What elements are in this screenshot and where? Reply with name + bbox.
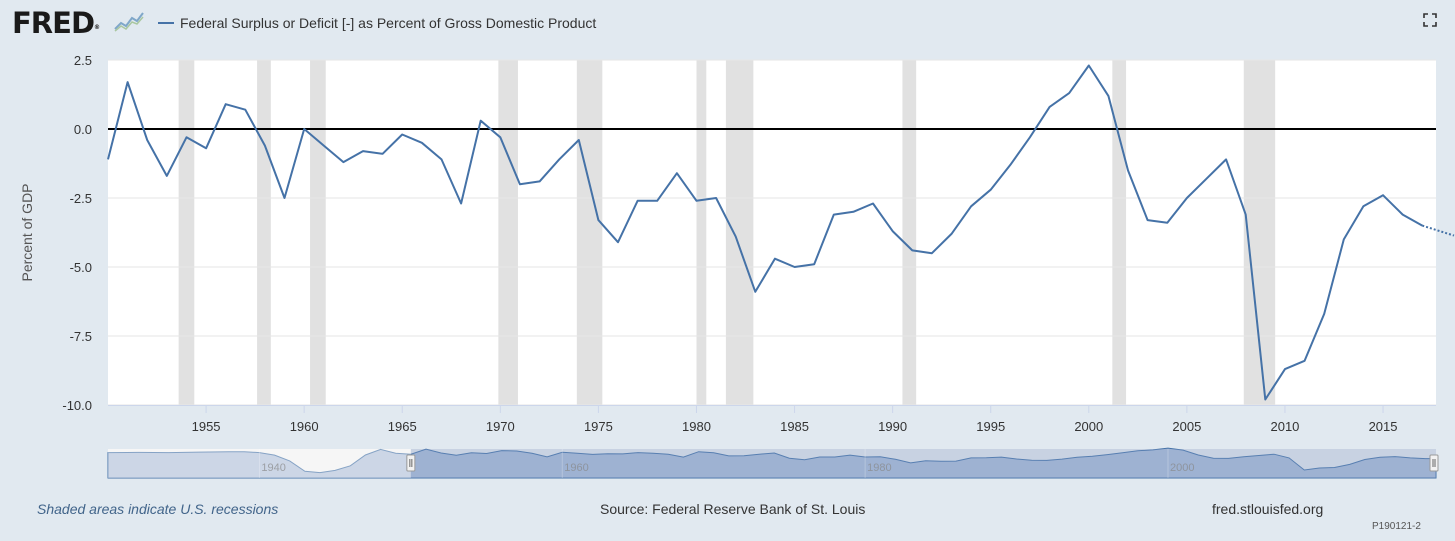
y-axis-label: Percent of GDP (19, 183, 35, 281)
legend-series-label: Federal Surplus or Deficit [-] as Percen… (180, 15, 597, 31)
x-tick-label: 1995 (976, 419, 1005, 434)
recession-bands (178, 60, 1276, 405)
chart-header: FRED® Federal Surplus or Deficit [-] as … (0, 0, 1455, 46)
recession-band (310, 60, 326, 405)
recession-band (178, 60, 195, 405)
series-line[interactable] (107, 64, 1423, 401)
y-tick-label: 2.5 (74, 53, 92, 68)
navigator-tick-label: 1940 (261, 462, 285, 474)
series-extension (1421, 224, 1455, 237)
x-tick-label: 2000 (1074, 419, 1103, 434)
legend-swatch (158, 22, 174, 24)
x-tick-label: 1985 (780, 419, 809, 434)
recession-note: Shaded areas indicate U.S. recessions (37, 501, 279, 517)
x-tick-label: 2010 (1270, 419, 1299, 434)
fullscreen-icon[interactable] (1422, 12, 1438, 28)
x-tick-label: 1955 (192, 419, 221, 434)
recession-band (1112, 60, 1127, 405)
recession-band (576, 60, 603, 405)
x-tick-label: 1975 (584, 419, 613, 434)
y-tick-label: -7.5 (70, 329, 92, 344)
plot-background (108, 60, 1436, 405)
x-axis-ticks: 1955 1960 1965 1970 1975 1980 1985 1990 1995 2000… (108, 405, 1436, 434)
navigator-mask (108, 449, 411, 478)
fred-logo[interactable]: FRED® (12, 6, 100, 40)
y-tick-label: 0.0 (74, 122, 92, 137)
y-axis-ticks: 2.5 0.0 -2.5 -5.0 -7.5 -10.0 (62, 53, 92, 413)
chart-code: P190121-2 (1372, 521, 1421, 532)
recession-band (257, 60, 271, 405)
navigator-series (107, 447, 1437, 479)
navigator-tick-label: 1980 (867, 462, 891, 474)
registered-mark: ® (94, 24, 100, 31)
x-tick-label: 1960 (290, 419, 319, 434)
site-link[interactable]: fred.stlouisfed.org (1212, 501, 1324, 517)
navigator-selection[interactable] (410, 449, 1437, 478)
navigator-tick-label: 2000 (1170, 462, 1194, 474)
recession-band (696, 60, 707, 405)
recession-band (902, 60, 917, 405)
navigator-tick-label: 1960 (564, 462, 588, 474)
y-tick-label: -10.0 (62, 398, 92, 413)
y-tick-label: -5.0 (70, 260, 92, 275)
y-tick-label: -2.5 (70, 191, 92, 206)
x-tick-label: 1970 (486, 419, 515, 434)
range-navigator[interactable]: 1940 1960 1980 2000 (107, 447, 1439, 479)
x-tick-label: 1980 (682, 419, 711, 434)
x-tick-label: 2015 (1369, 419, 1398, 434)
line-chart: 2.5 0.0 -2.5 -5.0 -7.5 -10.0 1955 1960 1965 1970… (19, 53, 1455, 479)
x-tick-label: 2005 (1172, 419, 1201, 434)
navigator-handle[interactable] (1429, 454, 1439, 472)
recession-band (498, 60, 518, 405)
source-text: Source: Federal Reserve Bank of St. Loui… (600, 501, 866, 517)
recession-band (725, 60, 754, 405)
x-tick-label: 1990 (878, 419, 907, 434)
sparkline-icon (114, 10, 144, 32)
x-tick-label: 1965 (388, 419, 417, 434)
navigator-handle[interactable] (406, 454, 416, 472)
